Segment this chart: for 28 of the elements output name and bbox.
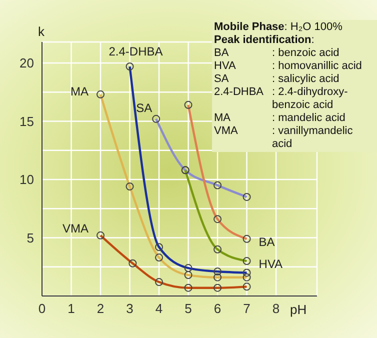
series-label: MA <box>70 84 89 99</box>
y-tick-label: 5 <box>26 230 34 246</box>
y-axis-title: k <box>38 24 44 39</box>
x-tick-label: 2 <box>96 301 104 316</box>
x-tick-label: 7 <box>243 301 250 316</box>
text: Mobile Phase: H₂O 100% <box>214 21 344 34</box>
x-tick-label: 4 <box>155 301 163 316</box>
y-tick-label: 20 <box>20 56 34 71</box>
x-tick-label: 0 <box>38 301 46 316</box>
x-tick-label: 3 <box>126 301 134 316</box>
x-tick-label: 5 <box>184 301 192 316</box>
y-tick-label: 10 <box>20 172 34 188</box>
text: VMA : vanillymandelic acid <box>214 125 353 150</box>
x-tick-label: 8 <box>272 301 280 316</box>
text: BA : benzoic acid <box>214 47 340 59</box>
annotation: Peak identification: <box>214 34 316 47</box>
text: MA : mandelic acid <box>214 112 346 124</box>
x-axis-title: pH <box>290 302 307 317</box>
text: HVA : homovanillic acid <box>214 60 362 72</box>
series-label: 2.4-DHBA <box>108 44 163 59</box>
x-tick-label: 6 <box>214 301 222 316</box>
series-label: VMA <box>62 222 89 236</box>
series-label: BA <box>258 235 275 250</box>
y-tick-label: 15 <box>20 114 34 129</box>
series-label: HVA <box>258 257 283 272</box>
series-label: SA <box>136 101 152 116</box>
text: SA : salicylic acid <box>214 73 340 85</box>
x-tick-label: 1 <box>68 301 75 316</box>
